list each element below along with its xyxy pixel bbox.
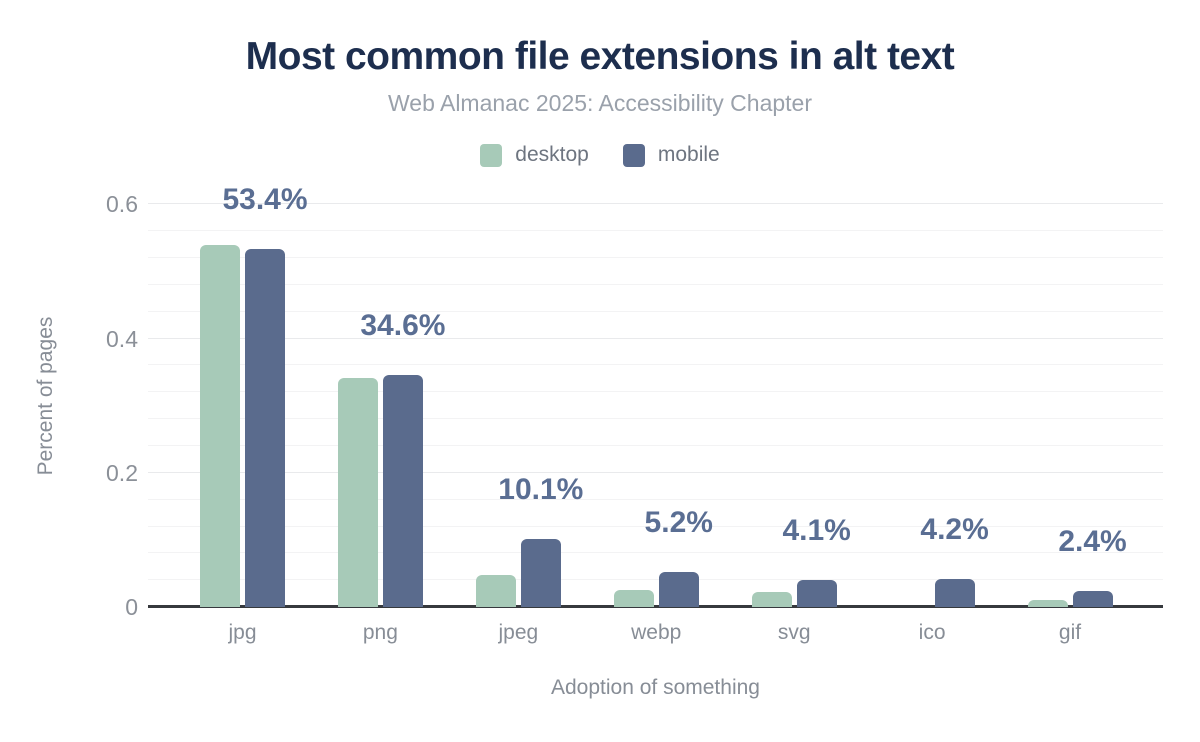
gridline [148,418,1163,420]
value-label-jpg: 53.4% [222,182,308,216]
value-label-svg: 4.1% [782,513,851,547]
gridline [148,391,1163,393]
x-axis-line [148,605,1163,608]
gridline [148,310,1163,312]
value-label-png: 34.6% [360,308,446,342]
bar-mobile-ico[interactable] [934,578,975,607]
x-tick-label-svg: svg [777,621,811,644]
chart-title: Most common file extensions in alt text [245,35,955,78]
gridline [148,579,1163,581]
legend-item-desktop[interactable]: desktop [480,143,589,167]
y-tick-label: 0.2 [106,459,138,486]
bar-desktop-gif[interactable] [1027,600,1068,607]
x-tick-label-jpeg: jpeg [498,621,539,644]
gridline [148,471,1163,473]
bar-mobile-png[interactable] [382,374,423,607]
bar-mobile-gif[interactable] [1072,590,1113,607]
bar-desktop-jpg[interactable] [200,244,240,607]
legend-swatch-icon [622,143,645,167]
value-label-jpeg: 10.1% [498,473,584,507]
x-tick-label-jpg: jpg [228,621,257,644]
gridline [148,444,1163,446]
y-axis: 0 0.2 0.4 0.6 [0,187,138,620]
x-tick-label-gif: gif [1058,621,1082,644]
legend-label: desktop [515,143,589,166]
bar-desktop-jpeg[interactable] [475,575,516,607]
bar-mobile-svg[interactable] [796,579,837,607]
gridline [148,203,1163,205]
bar-mobile-jpg[interactable] [245,248,285,607]
bar-desktop-svg[interactable] [751,592,792,607]
x-axis-title: Adoption of something [551,676,760,699]
legend-item-mobile[interactable]: mobile [622,143,720,167]
bar-desktop-webp[interactable] [613,589,654,607]
value-label-ico: 4.2% [920,512,989,546]
gridline [148,552,1163,554]
x-tick-label-webp: webp [631,621,682,644]
legend-swatch-icon [480,143,503,167]
gridline [148,498,1163,500]
y-tick-label: 0.6 [106,191,138,218]
bar-mobile-jpeg[interactable] [520,539,561,607]
plot-area: 53.4% jpg 34.6% png 10.1% jpeg 5.2% webp 4.1% svg… [148,183,1163,644]
legend: desktop mobile [0,143,1200,167]
y-tick-label: 0 [125,594,138,620]
bar-desktop-png[interactable] [337,378,378,607]
gridline [148,364,1163,366]
x-tick-label-ico: ico [918,621,946,644]
gridline [148,525,1163,527]
chart-subtitle: Web Almanac 2025: Accessibility Chapter [387,90,813,116]
gridline [148,230,1163,232]
gridline [148,257,1163,259]
gridline [148,337,1163,339]
legend-label: mobile [657,143,720,166]
y-tick-label: 0.4 [106,325,138,352]
bar-mobile-webp[interactable] [658,572,699,607]
value-label-webp: 5.2% [644,506,713,540]
x-tick-label-png: png [362,621,398,644]
gridline [148,283,1163,285]
value-label-gif: 2.4% [1058,524,1127,558]
